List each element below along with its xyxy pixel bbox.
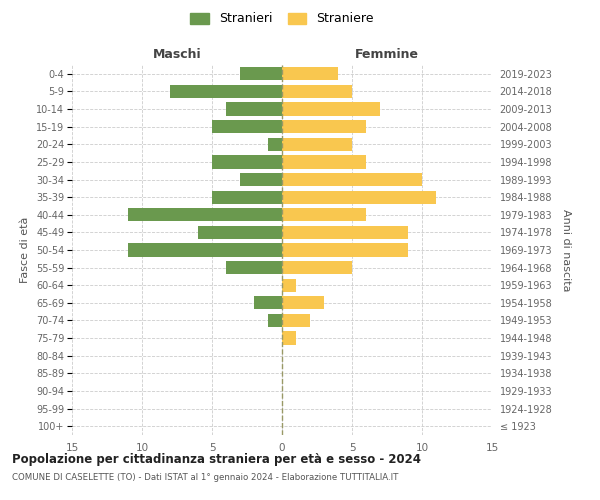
Bar <box>268 314 282 327</box>
Bar <box>282 102 380 116</box>
Bar <box>240 67 282 80</box>
Bar <box>282 296 324 310</box>
Bar <box>212 120 282 134</box>
Bar <box>282 138 352 151</box>
Bar <box>282 85 352 98</box>
Bar <box>254 296 282 310</box>
Bar <box>282 226 408 239</box>
Bar <box>240 173 282 186</box>
Y-axis label: Fasce di età: Fasce di età <box>20 217 31 283</box>
Bar <box>282 173 422 186</box>
Bar <box>282 190 436 204</box>
Text: Femmine: Femmine <box>355 48 419 62</box>
Bar <box>128 208 282 222</box>
Bar <box>282 332 296 344</box>
Bar <box>282 208 366 222</box>
Bar <box>198 226 282 239</box>
Text: Maschi: Maschi <box>152 48 202 62</box>
Y-axis label: Anni di nascita: Anni di nascita <box>561 209 571 291</box>
Bar <box>212 190 282 204</box>
Bar <box>282 156 366 168</box>
Text: COMUNE DI CASELETTE (TO) - Dati ISTAT al 1° gennaio 2024 - Elaborazione TUTTITAL: COMUNE DI CASELETTE (TO) - Dati ISTAT al… <box>12 472 398 482</box>
Bar <box>268 138 282 151</box>
Bar <box>282 244 408 256</box>
Bar <box>170 85 282 98</box>
Bar <box>282 67 338 80</box>
Legend: Stranieri, Straniere: Stranieri, Straniere <box>187 8 377 29</box>
Bar <box>282 314 310 327</box>
Bar <box>282 261 352 274</box>
Bar <box>226 261 282 274</box>
Bar <box>128 244 282 256</box>
Bar <box>212 156 282 168</box>
Bar <box>282 120 366 134</box>
Bar <box>226 102 282 116</box>
Text: Popolazione per cittadinanza straniera per età e sesso - 2024: Popolazione per cittadinanza straniera p… <box>12 452 421 466</box>
Bar <box>282 278 296 292</box>
